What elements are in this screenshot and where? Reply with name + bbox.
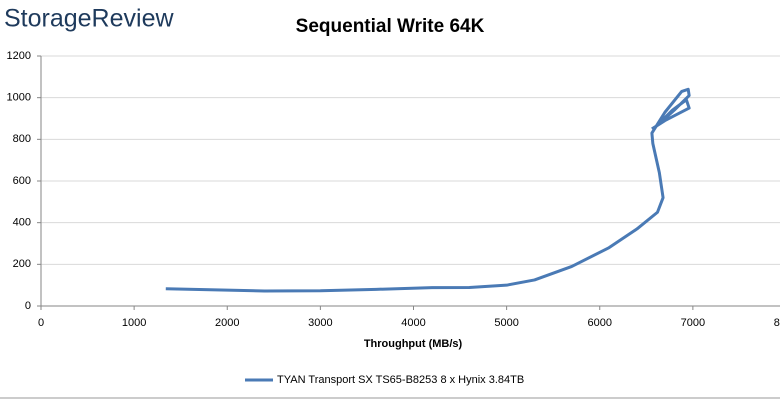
chart-title: Sequential Write 64K xyxy=(296,16,485,37)
x-tick-label: 3000 xyxy=(308,317,332,329)
x-tick-label: 1000 xyxy=(122,317,146,329)
x-tick-label: 4000 xyxy=(401,317,425,329)
x-tick-label: 6000 xyxy=(588,317,612,329)
y-tick-label: 0 xyxy=(25,300,31,312)
y-tick-label: 200 xyxy=(13,258,31,270)
x-tick-label: 7000 xyxy=(681,317,705,329)
y-tick-label: 1200 xyxy=(7,50,31,62)
x-tick-label: 0 xyxy=(38,317,44,329)
y-tick-label: 1000 xyxy=(7,92,31,104)
data-line xyxy=(165,87,691,293)
x-tick-label: 2000 xyxy=(215,317,239,329)
legend-label: TYAN Transport SX TS65-B8253 8 x Hynix 3… xyxy=(277,374,524,386)
brand-logo: StorageReview xyxy=(4,5,174,33)
y-tick-label: 800 xyxy=(13,133,31,145)
x-axis-label: Throughput (MB/s) xyxy=(364,338,463,350)
y-tick-label: 600 xyxy=(13,175,31,187)
x-tick-label: 5000 xyxy=(494,317,518,329)
y-tick-label: 400 xyxy=(13,217,31,229)
x-tick-label: 8000 xyxy=(774,317,780,329)
